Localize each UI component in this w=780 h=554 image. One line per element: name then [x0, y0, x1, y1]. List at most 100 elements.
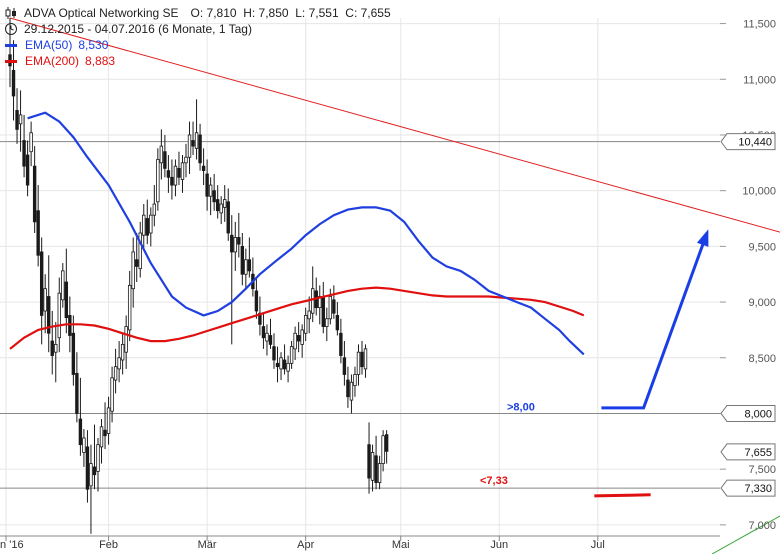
candle — [82, 429, 86, 467]
candle — [215, 185, 220, 219]
candle-body — [325, 318, 329, 327]
candle — [47, 255, 51, 353]
annotation-above-8: >8,00 — [507, 401, 535, 413]
y-tick-label: 7,000 — [748, 520, 776, 532]
candle — [22, 114, 26, 178]
candle — [124, 315, 128, 369]
candle-body — [296, 335, 301, 342]
x-tick-label: Apr — [297, 539, 314, 551]
candle-body — [342, 357, 347, 375]
candle — [356, 344, 361, 386]
candle-body — [145, 218, 149, 236]
candle-body — [57, 292, 61, 339]
candle-body — [289, 346, 294, 364]
candle — [293, 326, 297, 360]
candle-body — [184, 156, 188, 164]
downtrend-line — [9, 17, 780, 233]
candle — [311, 266, 315, 323]
candle-body — [282, 359, 287, 370]
candle-body — [142, 214, 146, 236]
price-tag-label: 8,000 — [744, 408, 772, 420]
legend-ema50-row: EMA(50) 8,530 — [4, 37, 391, 53]
candle — [138, 221, 142, 278]
candle-body — [187, 134, 192, 158]
candle — [29, 121, 33, 167]
candle — [381, 430, 385, 472]
candle-body — [191, 140, 195, 147]
y-tick-label: 9,500 — [748, 241, 776, 253]
candle — [384, 430, 389, 464]
instrument-title: ADVA Optical Networking SE — [24, 6, 179, 20]
x-tick-label: Feb — [99, 539, 118, 551]
candle — [142, 204, 146, 249]
ema200-swatch — [5, 59, 17, 63]
candle-body — [36, 210, 40, 256]
candle-body — [54, 343, 58, 353]
y-tick-label: 11,000 — [743, 74, 776, 86]
candle — [32, 146, 37, 233]
candle — [36, 185, 40, 267]
candle — [198, 123, 202, 171]
candle-body — [339, 332, 343, 356]
candle-body — [363, 348, 368, 370]
ohlc-values: O: 7,810 H: 7,850 L: 7,551 C: 7,655 — [190, 6, 391, 20]
candle-body — [201, 165, 206, 172]
candle-body — [124, 326, 128, 353]
candle-body — [25, 154, 30, 186]
candle-body — [47, 296, 51, 334]
candle — [89, 444, 93, 534]
candle — [296, 322, 301, 353]
legend-ema200-row: EMA(200) 8,883 — [4, 53, 391, 69]
candle — [237, 212, 241, 258]
candle-body — [120, 343, 125, 361]
candle — [113, 348, 118, 394]
candle — [353, 366, 357, 397]
candle — [219, 196, 223, 225]
candle-body — [99, 426, 104, 448]
candle — [191, 121, 195, 156]
candle — [173, 159, 178, 197]
legend-title-row: ADVA Optical Networking SE O: 7,810 H: 7… — [4, 5, 391, 21]
candle — [212, 173, 216, 211]
candle — [156, 148, 160, 211]
candle — [152, 185, 157, 227]
y-tick-label: 7,500 — [748, 464, 776, 476]
candle-body — [374, 455, 378, 483]
candle-body — [50, 340, 54, 356]
candle — [247, 237, 252, 278]
price-tag: 10,440 — [720, 133, 776, 151]
price-tag-label: 7,655 — [744, 447, 772, 459]
candle — [18, 90, 23, 152]
candle — [261, 313, 266, 349]
candle — [208, 177, 213, 216]
candle — [370, 444, 375, 492]
candle-body — [149, 214, 153, 234]
ema50-line — [27, 111, 585, 356]
candle — [377, 455, 382, 490]
candle — [170, 159, 174, 200]
candle — [230, 215, 234, 345]
candle-body — [311, 288, 315, 314]
price-tag-box — [720, 133, 776, 151]
candle-body — [268, 335, 273, 345]
candle-body — [272, 346, 276, 361]
candle-body — [381, 435, 385, 464]
candle-body — [230, 234, 234, 253]
candle-body — [18, 114, 23, 125]
ema50-swatch — [5, 43, 17, 47]
candle — [268, 318, 273, 349]
candle — [346, 366, 350, 408]
candle — [163, 134, 167, 178]
candle — [300, 324, 304, 358]
candle — [314, 277, 318, 316]
candle-body — [205, 173, 209, 197]
legend-period-row: 29.12.2015 - 04.07.2016 (6 Monate, 1 Tag… — [4, 21, 391, 37]
candle — [180, 155, 185, 193]
candle — [251, 257, 255, 297]
candle — [39, 237, 44, 345]
candle — [374, 435, 378, 490]
candle-body — [384, 434, 389, 452]
candle — [349, 374, 354, 414]
candle — [289, 341, 294, 369]
x-axis: Jan '16 Feb Mär Apr Mai Jun Jul — [0, 535, 720, 551]
